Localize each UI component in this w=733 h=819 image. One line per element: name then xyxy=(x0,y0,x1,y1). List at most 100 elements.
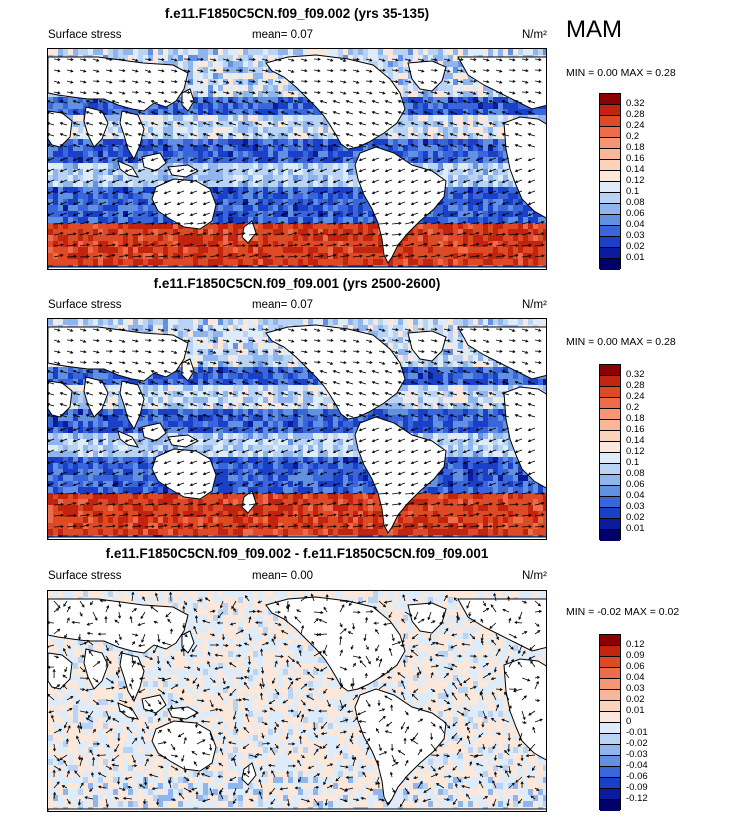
wind-arrow xyxy=(242,168,250,172)
field-cell xyxy=(138,205,144,212)
field-cell xyxy=(168,217,174,224)
field-cell xyxy=(438,145,444,152)
wind-arrow-head xyxy=(85,100,89,104)
field-cell xyxy=(143,205,149,212)
field-cell xyxy=(88,247,94,254)
field-cell xyxy=(523,235,529,242)
field-cell xyxy=(63,145,69,152)
field-cell xyxy=(303,163,309,170)
field-cell xyxy=(278,49,284,56)
wind-arrow-head xyxy=(306,158,310,162)
field-cell xyxy=(213,229,219,236)
field-cell xyxy=(458,193,464,200)
wind-arrow-head xyxy=(345,100,349,104)
field-cell xyxy=(73,103,79,110)
wind-arrow-head xyxy=(512,79,516,83)
field-cell xyxy=(48,49,54,56)
wind-arrow-head xyxy=(408,69,412,73)
field-cell xyxy=(68,169,74,176)
field-cell xyxy=(198,247,204,254)
wind-arrow xyxy=(125,201,133,205)
wind-arrow-head xyxy=(148,91,152,95)
field-cell xyxy=(498,133,504,140)
field-cell xyxy=(278,151,284,158)
wind-arrow xyxy=(443,69,450,73)
field-cell xyxy=(78,223,84,230)
field-cell xyxy=(378,247,384,254)
wind-arrow xyxy=(333,111,341,115)
field-cell xyxy=(238,205,244,212)
field-cell xyxy=(463,157,469,164)
field-cell xyxy=(58,247,64,254)
wind-arrow-head xyxy=(59,213,63,217)
field-cell xyxy=(108,241,114,248)
field-cell xyxy=(443,73,449,80)
wind-arrow xyxy=(183,91,191,94)
field-cell xyxy=(368,235,374,242)
field-cell xyxy=(398,145,404,152)
field-cell xyxy=(428,49,434,56)
field-cell xyxy=(268,193,274,200)
field-cell xyxy=(503,223,509,230)
wind-arrow-head xyxy=(449,202,453,206)
field-cell xyxy=(178,223,184,230)
wind-arrow xyxy=(118,69,125,72)
field-cell xyxy=(393,139,399,146)
wind-arrow-head xyxy=(423,191,427,195)
field-cell xyxy=(508,205,514,212)
field-cell xyxy=(288,133,294,140)
field-cell xyxy=(88,235,94,242)
field-cell xyxy=(433,241,439,248)
field-cell xyxy=(73,169,79,176)
field-cell xyxy=(238,163,244,170)
field-cell xyxy=(358,247,364,254)
field-cell xyxy=(208,49,214,56)
wind-arrow-head xyxy=(450,221,454,225)
field-cell xyxy=(453,253,459,260)
field-cell xyxy=(313,175,319,182)
wind-arrow-head xyxy=(317,57,321,61)
field-cell xyxy=(403,139,409,146)
field-cell xyxy=(373,139,379,146)
field-cell xyxy=(333,157,339,164)
wind-arrow xyxy=(151,144,159,148)
wind-arrow-head xyxy=(176,133,180,137)
wind-arrow xyxy=(489,201,497,205)
wind-arrow-head xyxy=(267,180,271,184)
wind-arrow xyxy=(333,201,341,205)
field-cell xyxy=(213,73,219,80)
field-cell xyxy=(368,217,374,224)
field-cell xyxy=(363,145,369,152)
field-cell xyxy=(353,205,359,212)
wind-arrow-head xyxy=(421,91,425,95)
wind-arrow-head xyxy=(72,122,76,126)
field-cell xyxy=(258,145,264,152)
field-cell xyxy=(228,73,234,80)
field-cell xyxy=(198,235,204,242)
field-cell xyxy=(293,247,299,254)
field-cell xyxy=(278,205,284,212)
field-cell xyxy=(143,187,149,194)
field-cell xyxy=(263,67,269,74)
field-cell xyxy=(358,217,364,224)
field-cell xyxy=(228,127,234,134)
field-cell xyxy=(513,193,519,200)
wind-arrow-head xyxy=(111,144,115,148)
field-cell xyxy=(88,49,94,56)
field-cell xyxy=(473,79,479,86)
wind-arrow xyxy=(164,201,172,205)
field-cell xyxy=(463,151,469,158)
field-cell xyxy=(483,109,489,116)
field-cell xyxy=(103,127,109,134)
field-cell xyxy=(68,223,74,230)
field-cell xyxy=(248,79,254,86)
field-cell xyxy=(108,187,114,194)
field-cell xyxy=(48,247,54,254)
field-cell xyxy=(73,235,79,242)
field-cell xyxy=(418,259,424,266)
field-cell xyxy=(253,121,259,128)
field-cell xyxy=(83,175,89,182)
wind-arrow xyxy=(450,212,458,216)
field-cell xyxy=(303,151,309,158)
field-cell xyxy=(408,121,414,128)
